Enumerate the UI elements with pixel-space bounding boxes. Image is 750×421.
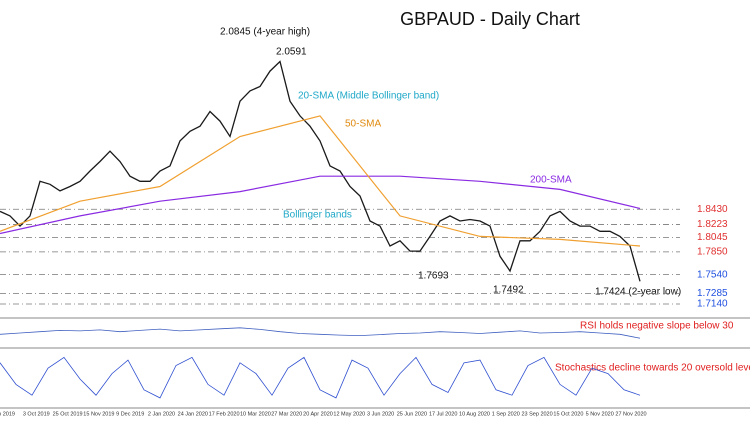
series-line xyxy=(0,60,641,282)
annotation: RSI holds negative slope below 30 xyxy=(580,321,734,332)
annotation: 20-SMA (Middle Bollinger band) xyxy=(298,91,439,102)
x-tick-label: 20 Apr 2020 xyxy=(303,411,333,417)
level-label: 1.8045 xyxy=(697,232,728,243)
x-tick-label: 24 Jan 2020 xyxy=(178,411,208,417)
x-tick-label: 25 Jun 2020 xyxy=(397,411,427,417)
x-tick-label: 15 Nov 2019 xyxy=(83,411,114,417)
annotation: 1.7693 xyxy=(418,271,449,282)
x-tick-label: 9 Dec 2019 xyxy=(116,411,144,417)
x-tick-label: 10 Mar 2020 xyxy=(240,411,271,417)
x-tick-label: 23 Sep 2020 xyxy=(521,411,552,417)
oscillator-line xyxy=(0,356,641,399)
x-tick-label: 15 Oct 2020 xyxy=(553,411,583,417)
annotation: 200-SMA xyxy=(530,175,572,186)
annotation: 1.7492 xyxy=(493,285,524,296)
chart-title: GBPAUD - Daily Chart xyxy=(400,9,580,29)
level-label: 1.7540 xyxy=(697,269,728,280)
series-line xyxy=(0,115,641,247)
annotation: 50-SMA xyxy=(345,119,381,130)
level-label: 1.8223 xyxy=(697,219,728,230)
level-label: 1.7140 xyxy=(697,299,728,310)
x-tick-label: 17 Jul 2020 xyxy=(429,411,457,417)
level-label: 1.7850 xyxy=(697,247,728,258)
x-tick-label: 12 May 2020 xyxy=(333,411,365,417)
x-tick-label: 27 Nov 2020 xyxy=(615,411,646,417)
annotation: 2.0591 xyxy=(276,47,307,58)
x-tick-label: 1 Sep 2020 xyxy=(492,411,520,417)
level-label: 1.8430 xyxy=(697,204,728,215)
x-tick-label: 10 Aug 2020 xyxy=(459,411,490,417)
x-tick-label: ep 2019 xyxy=(0,411,15,417)
x-tick-label: 3 Oct 2019 xyxy=(23,411,50,417)
annotation: Bollinger bands xyxy=(283,210,352,221)
x-tick-label: 25 Oct 2019 xyxy=(53,411,83,417)
x-tick-label: 3 Jun 2020 xyxy=(367,411,394,417)
series-line xyxy=(0,175,641,235)
x-tick-label: 17 Feb 2020 xyxy=(209,411,240,417)
x-tick-label: 2 Jan 2020 xyxy=(148,411,175,417)
oscillator-line xyxy=(0,327,641,339)
level-label: 1.7285 xyxy=(697,288,728,299)
annotation: 2.0845 (4-year high) xyxy=(220,27,310,38)
annotation: 1.7424 (2-year low) xyxy=(595,287,681,298)
x-tick-label: 27 Mar 2020 xyxy=(271,411,302,417)
annotation: Stochastics decline towards 20 oversold … xyxy=(555,363,750,374)
x-tick-label: 5 Nov 2020 xyxy=(586,411,614,417)
